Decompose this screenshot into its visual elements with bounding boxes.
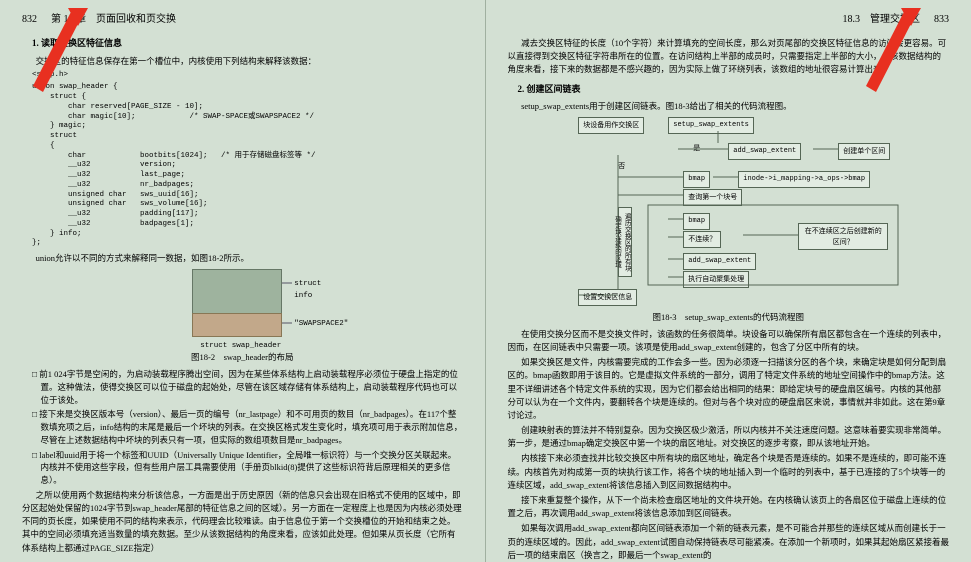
page-right: 18.3 管理交换区 833 减去交换区特征的长度（10个字符）来计算填充的空间… — [486, 0, 971, 562]
para-union: union允许以不同的方式来解释同一数据，如图18-2所示。 — [22, 252, 463, 265]
flow-n6: inode->i_mapping->a_ops->bmap — [738, 171, 870, 188]
flow-n12: 执行自动聚集处理 — [683, 271, 749, 288]
code-swap-header: union swap_header { struct { char reserv… — [32, 83, 463, 249]
flow-n1: 块设备用作交换区 — [578, 117, 644, 134]
para-r4: 创建映射表的算法并不特别复杂。因为交换区极少激活，所以内核并不关注速度问题。这意… — [508, 424, 950, 450]
para-r5: 内核接下来必须查找并比较交换区中所有块的扇区地址，确定各个块是否是连续的。如果不… — [508, 452, 950, 492]
flow-n13: 设置交换区信息 — [578, 289, 637, 306]
figure-18-3: setup_swap_extents 块设备用作交换区 是 add_swap_e… — [518, 117, 938, 307]
figure-18-2: struct info "SWAPSPACE2" struct swap_hea… — [152, 269, 332, 347]
fig-arrows — [152, 269, 332, 347]
figure-18-3-caption: 图18-3 setup_swap_extents的代码流程图 — [508, 311, 950, 324]
page-number-left: 832 — [22, 12, 37, 27]
header-right: 18.3 管理交换区 833 — [508, 12, 950, 27]
figure-18-2-caption: 图18-2 swap_header的布局 — [22, 351, 463, 364]
section-2-para: setup_swap_extents用于创建区间链表。图18-3给出了相关的代码… — [508, 100, 950, 113]
flow-n9: 不连续？ — [683, 231, 721, 248]
flow-n10: 在不连续区之后创建新的区间？ — [798, 223, 888, 250]
para-bottom: 之所以使用两个数据结构来分析该信息，一方面是出于历史原因（新的信息只会出现在旧格… — [22, 489, 463, 555]
flow-n11: add_swap_extent — [683, 253, 756, 270]
section-1-para: 交换区的特征信息保存在第一个槽位中，内核使用下列结构来解释该数据： — [22, 55, 463, 68]
flow-no: 否 — [618, 161, 625, 172]
bullet-3: label和uuid用于将一个标签和UUID（Universally Uniqu… — [32, 449, 463, 487]
para-r6: 接下来重复整个操作，从下一个尚未检查扇区地址的文件块开始。在内核确认该页上的各扇… — [508, 494, 950, 520]
para-r7: 如果每次调用add_swap_extent都向区间链表添加一个新的链表元素，是不… — [508, 522, 950, 562]
flow-n2: add_swap_extent — [728, 143, 801, 160]
para-r3: 如果交换区是文件，内核需要完成的工作会多一些。因为必须逐一扫描该分区的各个块，来… — [508, 356, 950, 422]
flow-n3: 创建单个区间 — [838, 143, 890, 160]
flow-n5: bmap — [683, 171, 710, 188]
para-r2: 在使用交换分区而不是交换文件时，该函数的任务很简单。块设备可以确保所有扇区都包含… — [508, 328, 950, 354]
section-2-title: 2. 创建区间链表 — [518, 83, 950, 97]
flow-side: 遍历交换区的所有块 确定块连续的区域 — [618, 207, 632, 277]
bullet-1: 前1 024字节是空闲的，为启动装载程序腾出空间，因为在某些体系结构上启动装载程… — [32, 368, 463, 406]
page-left: 832 第 18 章 页面回收和页交换 1. 读取交换区特征信息 交换区的特征信… — [0, 0, 486, 562]
para-r1: 减去交换区特征的长度（10个字符）来计算填充的空间长度，那么对页尾部的交换区特征… — [508, 37, 950, 77]
bullet-2: 接下来是交换区版本号（version）、最后一页的编号（nr_lastpage）… — [32, 408, 463, 446]
section-number: 18.3 管理交换区 — [843, 12, 921, 27]
header-left: 832 第 18 章 页面回收和页交换 — [22, 12, 463, 27]
flow-top: setup_swap_extents — [668, 117, 754, 134]
flow-yes: 是 — [693, 143, 700, 154]
page-number-right: 833 — [934, 12, 949, 27]
flow-n7: 查询第一个块号 — [683, 189, 742, 206]
chapter-title: 第 18 章 页面回收和页交换 — [51, 12, 176, 27]
code-filename: <swap.h> — [32, 71, 463, 81]
flow-n8: bmap — [683, 213, 710, 230]
section-1-title: 1. 读取交换区特征信息 — [32, 37, 463, 51]
